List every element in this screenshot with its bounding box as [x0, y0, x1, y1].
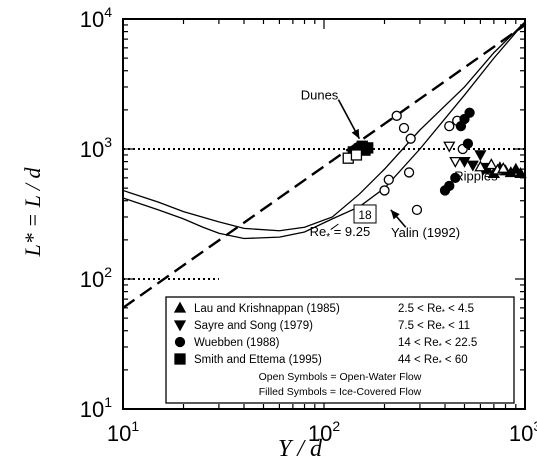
legend-range: 7.5 < Re* < 11: [398, 320, 470, 334]
filled-triangle-down-point: [458, 156, 471, 168]
filled-circle-point: [444, 180, 455, 192]
filled-triangle-down-point: [466, 160, 479, 172]
legend-range: 44 < Re* < 60: [398, 354, 468, 368]
open-square-point: [350, 149, 363, 161]
x-tick-label: 102: [308, 418, 340, 446]
legend-label: Smith and Ettema (1995): [194, 354, 322, 366]
open-triangle-down-point: [443, 141, 456, 153]
legend-label: Lau and Krishnappan (1985): [194, 303, 340, 315]
legend-note: Filled Symbols = Ice-Covered Flow: [259, 386, 422, 398]
open-triangle-down-point: [449, 156, 462, 168]
curve-Re*=18: [122, 21, 526, 232]
legend-note: Open Symbols = Open-Water Flow: [259, 371, 422, 383]
filled-circle-point: [462, 138, 474, 149]
y-tick-label: 104: [80, 4, 112, 32]
filled-triangle-up-point: [509, 162, 522, 174]
open-triangle-up-point: [474, 160, 487, 172]
open-circle-point: [379, 185, 390, 196]
xlabel-text: Y / d: [278, 436, 323, 462]
filled-triangle-up-point: [173, 301, 187, 313]
filled-square-point: [174, 353, 186, 365]
legend-range: 2.5 < Re* < 4.5: [398, 303, 474, 317]
reference-line-dashed-envelope: [122, 23, 526, 309]
legend-box: [165, 296, 515, 404]
dunes-arrow-head: [351, 128, 360, 139]
filled-triangle-up-point: [514, 166, 527, 178]
filled-triangle-down-point: [173, 320, 187, 332]
filled-triangle-down-point: [474, 150, 487, 162]
legend: Lau and Krishnappan (1985) 2.5 < Re* < 4.…: [165, 296, 515, 404]
ylabel-text: L* = L / d: [20, 166, 45, 257]
x-tick-label: 103: [509, 418, 537, 446]
open-circle-point: [405, 133, 416, 144]
open-circle-point: [398, 122, 410, 134]
legend-label: Wuebben (1988): [194, 337, 280, 349]
open-circle-point: [411, 204, 423, 216]
filled-circle-point: [174, 336, 186, 348]
re-label-leader: [330, 223, 339, 230]
x-axis-label: Y / d: [278, 436, 323, 462]
y-tick-label: 101: [80, 394, 112, 422]
legend-range: 14 < Re* < 22.5: [398, 337, 477, 351]
filled-circle-point: [464, 107, 475, 118]
open-circle-point: [391, 110, 402, 121]
filled-square-point: [362, 142, 374, 154]
x-tick-label: 101: [107, 418, 139, 446]
data-points: [342, 107, 527, 216]
y-axis-label: L* = L / d: [20, 166, 45, 257]
filled-circle-point: [450, 172, 461, 183]
yalin-arrow-head: [390, 209, 400, 220]
curve-label-18: 18: [358, 208, 372, 222]
y-tick-label: 102: [80, 264, 112, 292]
annotation-yalin-1992-: Yalin (1992): [391, 225, 460, 240]
open-triangle-up-point: [485, 158, 498, 170]
legend-label: Sayre and Song (1979): [194, 320, 313, 332]
open-circle-point: [383, 174, 394, 185]
yalin-curves: [122, 21, 526, 240]
curve-label-box: [353, 204, 377, 224]
open-circle-point: [403, 167, 415, 178]
annotation-ripples: Ripples: [454, 169, 498, 184]
annotation-re-9-25: Re* = 9.25: [310, 224, 371, 243]
y-tick-label: 103: [80, 134, 112, 162]
open-circle-point: [444, 120, 455, 132]
open-triangle-up-point: [497, 161, 510, 173]
annotations: Dunes Ripples Yalin (1992) 18 Re* = 9.25: [301, 88, 498, 243]
curve-Re*=9.25: [122, 21, 526, 240]
annotation-dunes: Dunes: [301, 88, 339, 103]
